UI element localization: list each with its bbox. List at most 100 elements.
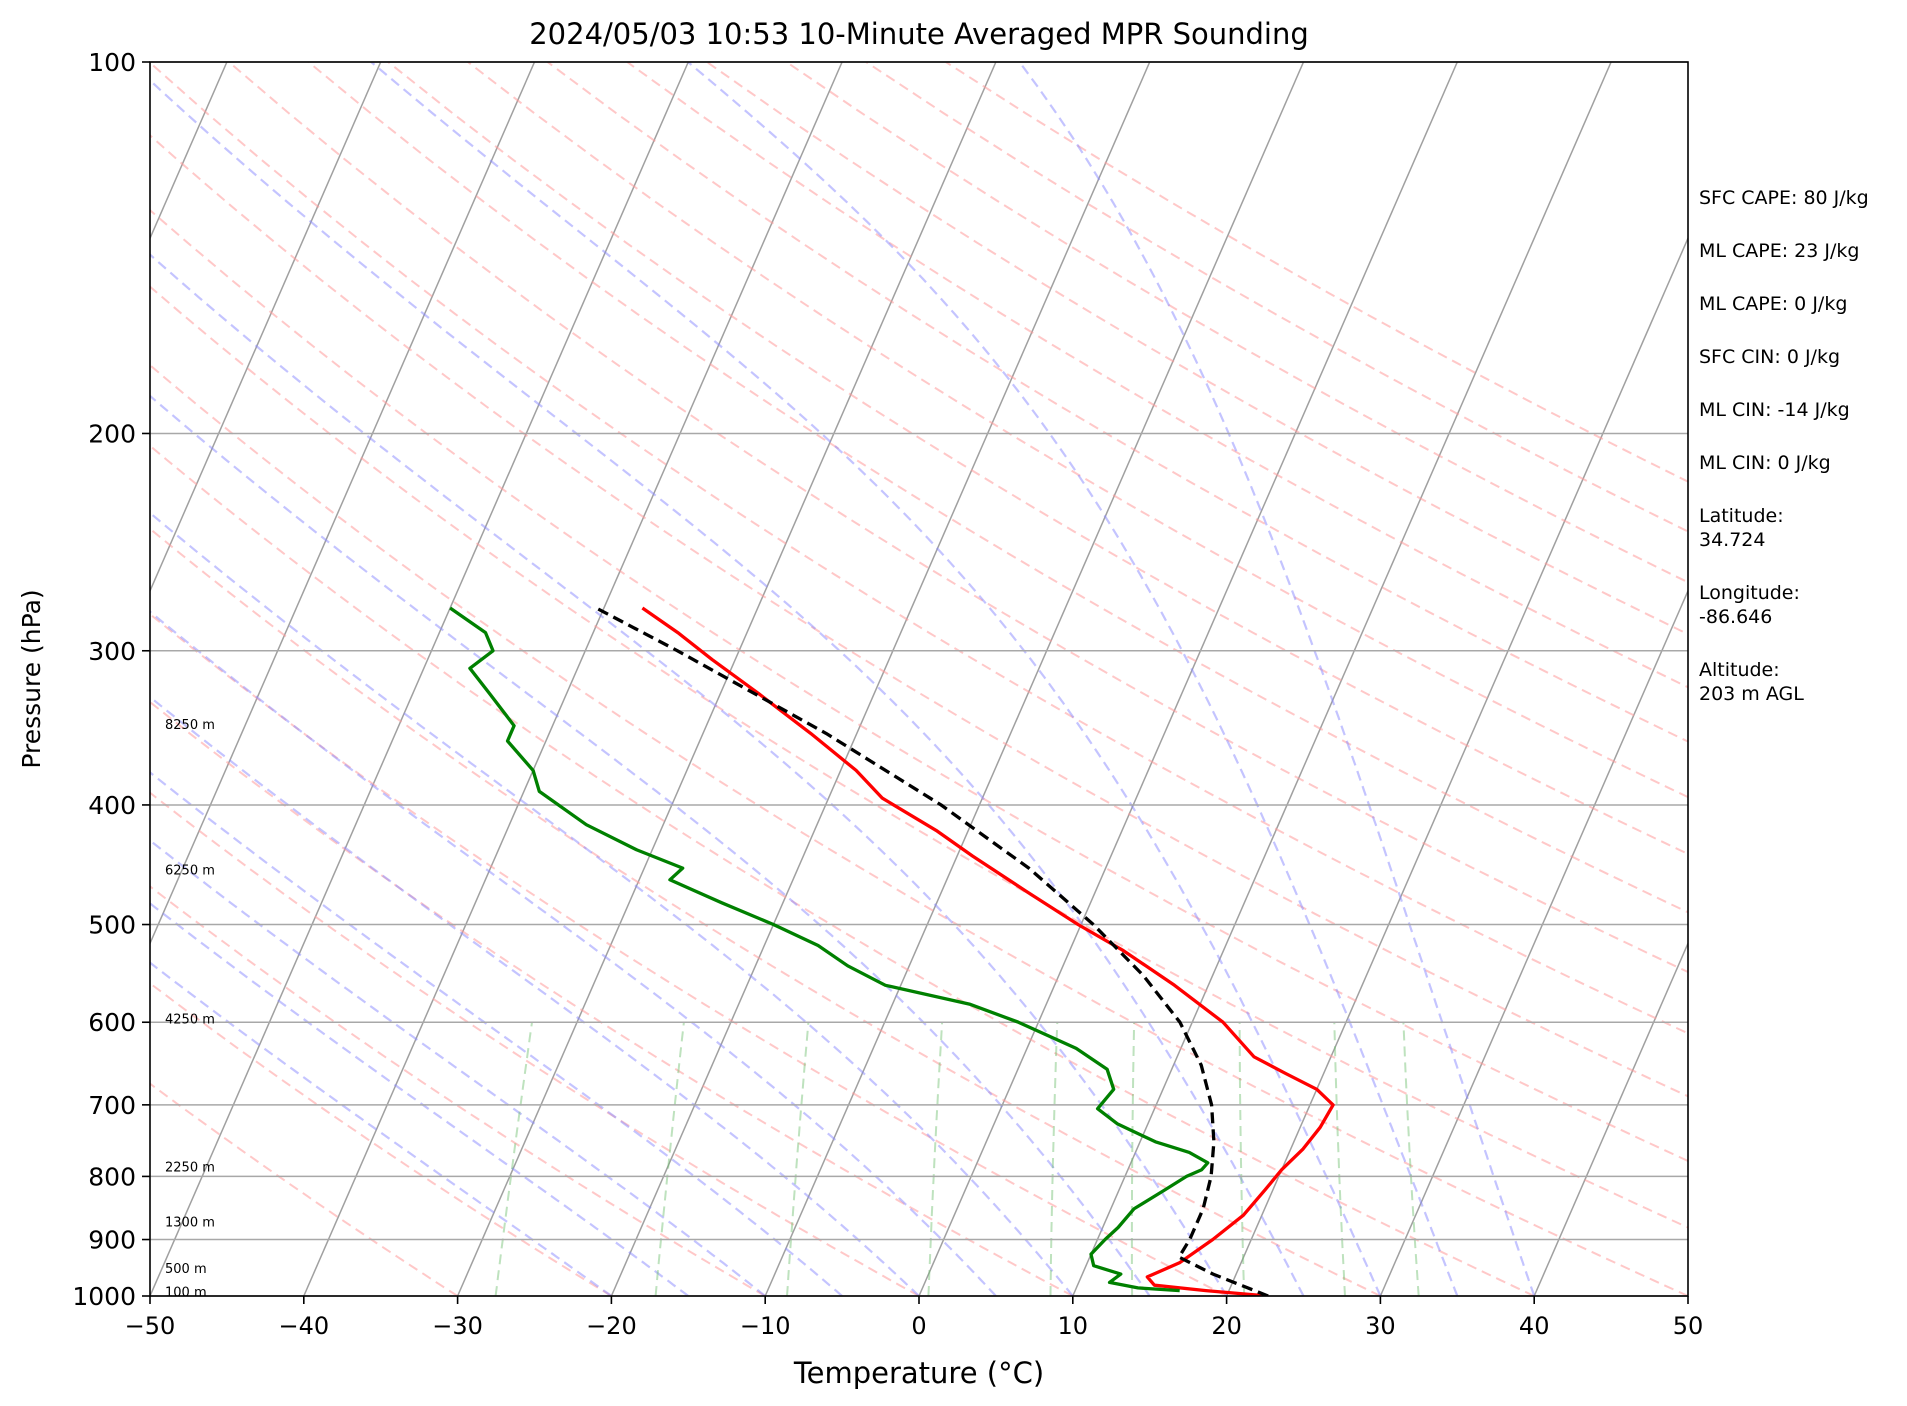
- isotherm-line: [1225, 236, 1688, 1296]
- x-tick-label: −20: [586, 1312, 637, 1340]
- dry-adiabat-line: [150, 363, 1688, 1296]
- moist-adiabat-line: [150, 78, 1305, 1296]
- x-tick-label: −30: [432, 1312, 483, 1340]
- sounding-series-line: [641, 606, 1335, 1296]
- height-label: 100 m: [165, 1286, 207, 1301]
- moist-adiabat-line: [1018, 62, 1536, 1296]
- sounding-stats: SFC CAPE: 80 J/kg ML CAPE: 23 J/kg ML CA…: [1699, 186, 1869, 735]
- dry-adiabat-line: [150, 134, 1688, 1098]
- dry-adiabat-line: [150, 885, 766, 1296]
- mixing-ratio-line: [1130, 1022, 1136, 1296]
- y-tick-label: 100: [88, 48, 136, 77]
- x-tick-label: 10: [1058, 1312, 1089, 1340]
- x-tick-label: 50: [1673, 1312, 1704, 1340]
- moist-adiabat-line: [370, 62, 1382, 1296]
- dry-adiabat-line: [150, 444, 1535, 1296]
- y-tick-label: 1000: [72, 1282, 136, 1311]
- isotherm-line: [303, 62, 843, 1296]
- isotherm-line: [1072, 62, 1612, 1296]
- x-tick-label: 20: [1211, 1312, 1242, 1340]
- sounding-series-line: [595, 606, 1269, 1296]
- y-tick-label: 800: [88, 1162, 136, 1191]
- dry-adiabat-line: [150, 612, 1228, 1296]
- height-label: 6250 m: [165, 863, 215, 878]
- isotherm-line: [1379, 588, 1688, 1296]
- y-tick-label: 900: [88, 1226, 136, 1255]
- sounding-series-line: [449, 606, 1210, 1293]
- height-labels: 8250 m 6250 m 4250 m 2250 m 1300 m 500 m 100 m: [165, 718, 215, 1301]
- stat-altitude: Altitude: 203 m AGL: [1699, 659, 1804, 705]
- y-axis: 100 200 300 400 500 600 700 800 900 1000: [72, 48, 150, 1311]
- stat-sfc-cape: SFC CAPE: 80 J/kg: [1699, 187, 1869, 209]
- dry-adiabat-line: [546, 62, 1688, 743]
- moist-adiabat-line: [150, 961, 613, 1296]
- y-tick-label: 700: [88, 1091, 136, 1120]
- isotherm-line: [610, 62, 1151, 1296]
- x-tick-label: 30: [1365, 1312, 1396, 1340]
- isotherm-line: [150, 62, 382, 593]
- dry-adiabat-line: [150, 527, 1381, 1296]
- mixing-ratio-line: [927, 1022, 944, 1296]
- isobar-gridlines: [150, 61, 1688, 1297]
- stat-ml-cape: ML CAPE: 23 J/kg: [1699, 240, 1860, 262]
- dry-adiabat-line: [150, 700, 1074, 1296]
- isotherm-line: [764, 62, 1305, 1296]
- mixing-ratio-line: [1049, 1022, 1059, 1296]
- moist-adiabat-line: [687, 62, 1459, 1296]
- mixing-ratio-line: [1402, 1022, 1420, 1296]
- y-tick-label: 500: [88, 911, 136, 940]
- mixing-ratio-line: [654, 1022, 685, 1296]
- dry-adiabat-line: [150, 791, 920, 1296]
- sounding-series: [449, 606, 1335, 1296]
- y-tick-label: 200: [88, 419, 136, 448]
- x-tick-label: −50: [125, 1312, 176, 1340]
- stat-ml-cin-2: ML CIN: 0 J/kg: [1699, 452, 1831, 474]
- moist-adiabat-line: [150, 902, 689, 1296]
- x-tick-label: −40: [278, 1312, 329, 1340]
- y-axis-label: Pressure (hPa): [17, 589, 46, 768]
- stat-latitude: Latitude: 34.724: [1699, 505, 1784, 551]
- height-label: 4250 m: [165, 1013, 215, 1028]
- moist-adiabat-line: [150, 394, 1151, 1296]
- height-label: 500 m: [165, 1262, 207, 1277]
- stat-ml-cin: ML CIN: -14 J/kg: [1699, 399, 1850, 421]
- plot-frame: [149, 61, 1689, 1297]
- dry-adiabat-line: [228, 62, 1688, 974]
- y-tick-label: 400: [88, 791, 136, 820]
- moist-adiabat-line: [150, 610, 997, 1296]
- height-label: 1300 m: [165, 1215, 215, 1230]
- x-tick-label: 0: [911, 1312, 926, 1340]
- y-tick-label: 600: [88, 1008, 136, 1037]
- dry-adiabat-line: [150, 62, 1688, 1035]
- background-reference-lines: [150, 62, 1688, 1296]
- mixing-ratio-line: [1238, 1022, 1246, 1296]
- y-tick-label: 300: [88, 637, 136, 666]
- isotherm-line: [918, 62, 1458, 1296]
- isotherm-line: [150, 62, 536, 946]
- dry-adiabat-line: [467, 62, 1688, 799]
- height-label: 8250 m: [165, 718, 215, 733]
- dry-adiabat-line: [150, 982, 612, 1296]
- dry-adiabat-line: [150, 285, 1688, 1229]
- dry-adiabat-line: [150, 1082, 459, 1296]
- moist-adiabat-line: [150, 771, 843, 1296]
- stat-ml-cape-2: ML CAPE: 0 J/kg: [1699, 293, 1848, 315]
- isotherm-line: [1533, 941, 1688, 1296]
- height-label: 2250 m: [165, 1160, 215, 1175]
- stat-longitude: Longitude: -86.646: [1699, 582, 1800, 628]
- moist-adiabat-line: [150, 253, 1228, 1296]
- dry-adiabat-line: [387, 62, 1688, 856]
- x-axis: −50 −40 −30 −20 −10 0 10 20 30 40 50: [125, 1296, 1704, 1340]
- stat-sfc-cin: SFC CIN: 0 J/kg: [1699, 346, 1841, 368]
- moist-adiabat-line: [150, 511, 1074, 1296]
- dry-adiabat-line: [150, 208, 1688, 1163]
- dry-adiabat-line: [626, 62, 1688, 689]
- mixing-ratio-line: [786, 1022, 810, 1296]
- isotherm-line: [150, 62, 689, 1296]
- x-axis-label: Temperature (°C): [793, 1356, 1044, 1390]
- dry-adiabat-line: [706, 62, 1688, 636]
- chart-title: 2024/05/03 10:53 10-Minute Averaged MPR …: [529, 17, 1309, 51]
- dry-adiabat-line: [307, 62, 1688, 914]
- moist-adiabat-line: [150, 695, 920, 1296]
